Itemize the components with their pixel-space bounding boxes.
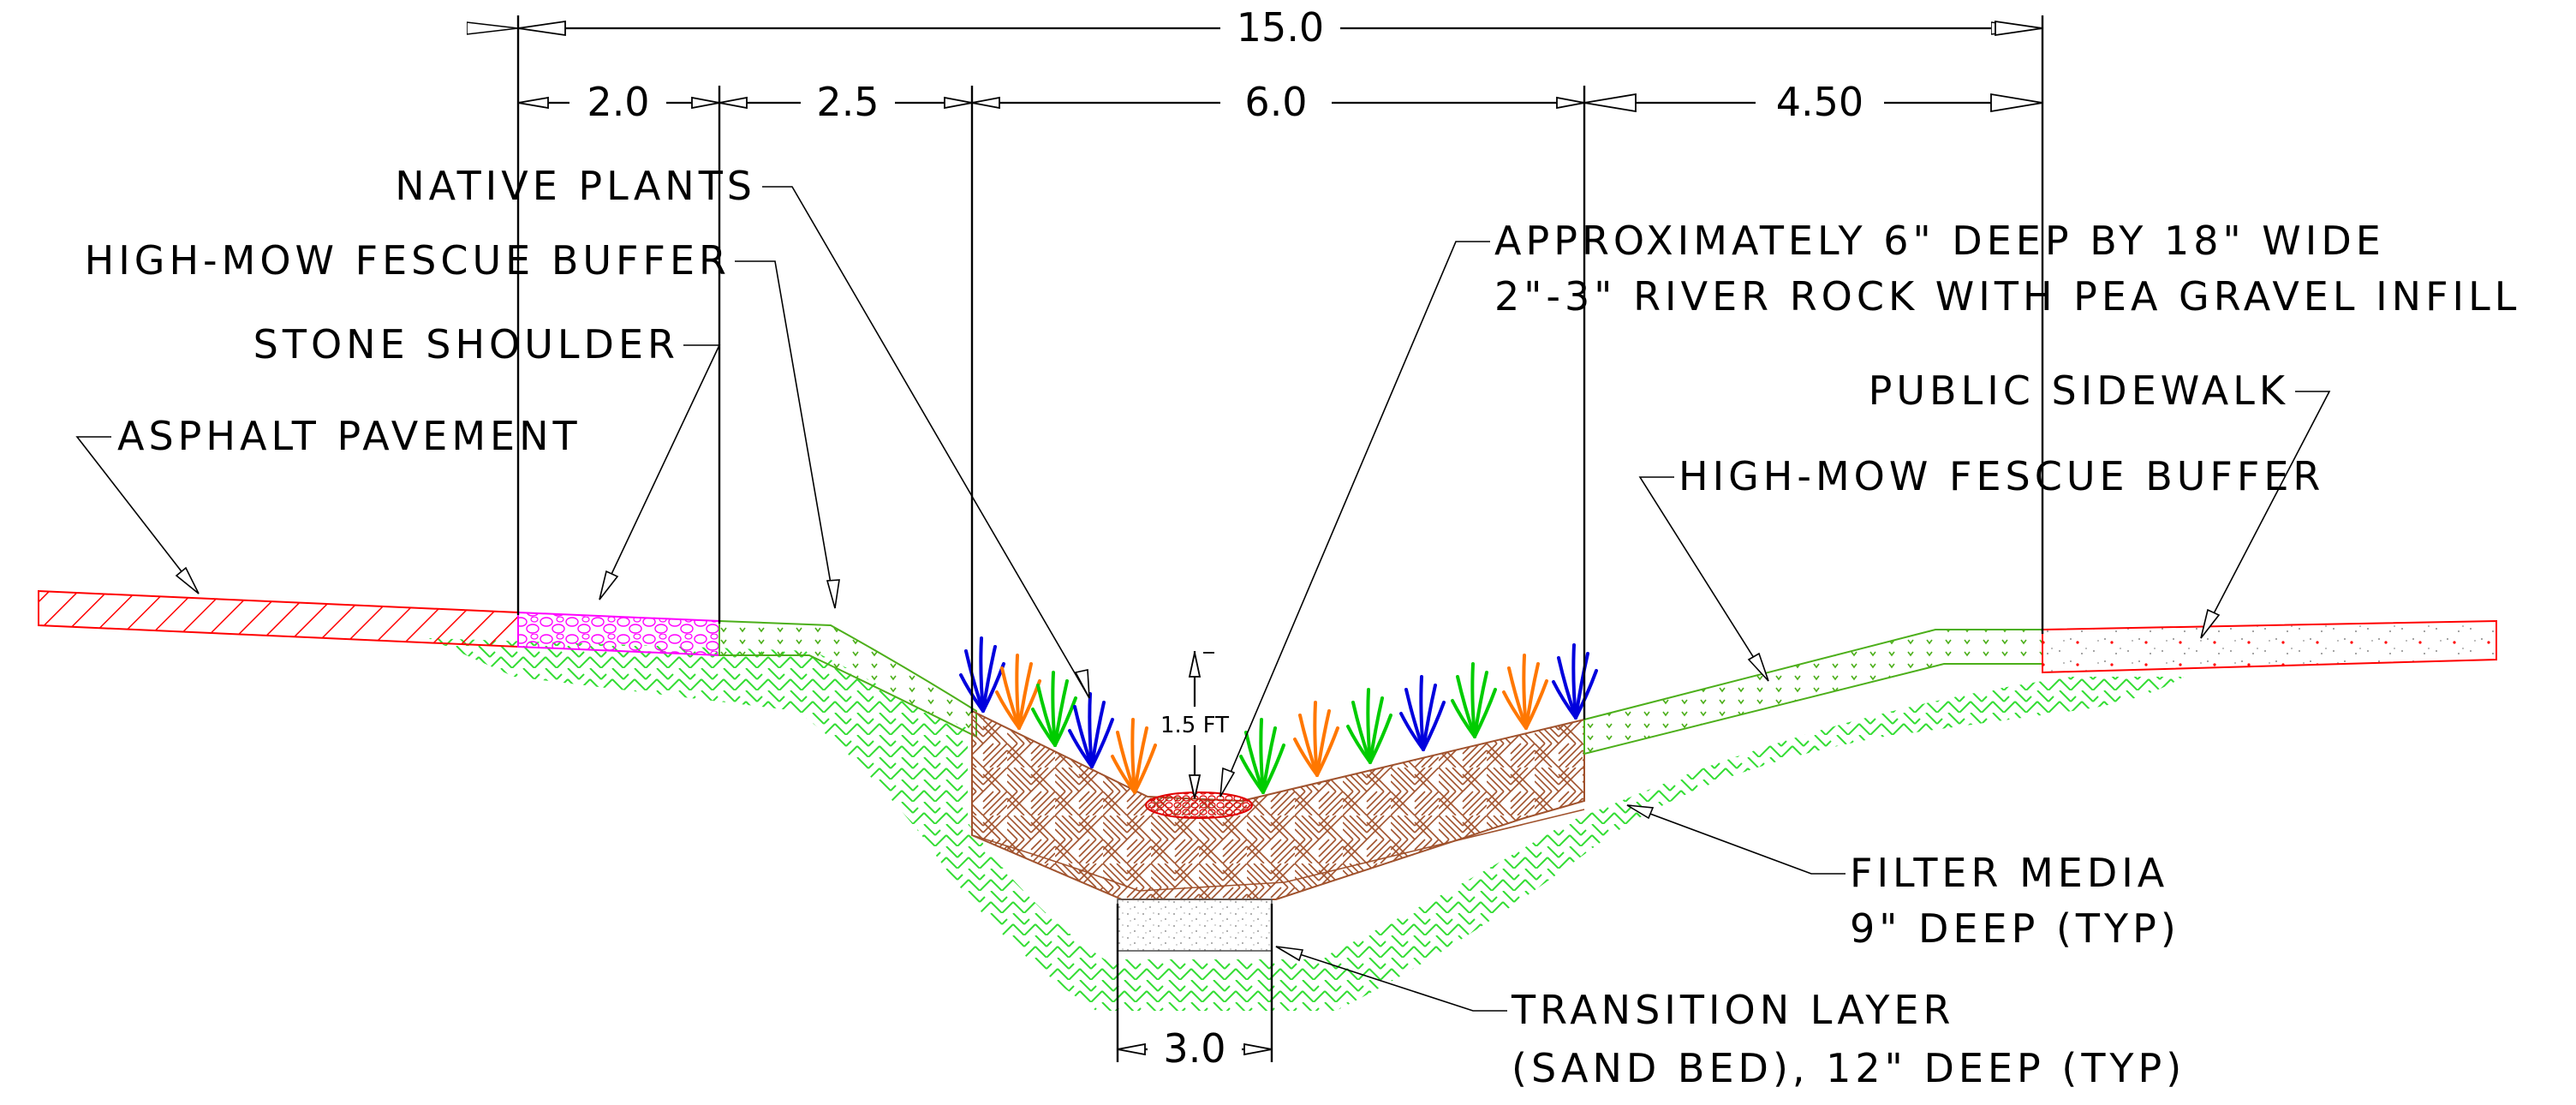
transition-layer-sand-bed (1117, 899, 1273, 952)
native-soil (428, 638, 2184, 1011)
native-plants (959, 636, 1598, 794)
label-river-rock-line2: 2"-3" RIVER ROCK WITH PEA GRAVEL INFILL (1494, 273, 2520, 320)
native-plant-tuft (1111, 718, 1157, 794)
native-plant-tuft (1502, 654, 1548, 730)
label-native-plants: NATIVE PLANTS (395, 163, 756, 209)
native-plant-tuft (1346, 688, 1392, 764)
dim-bioswale: 6.0 (1244, 79, 1307, 125)
extension-lines (516, 15, 2044, 1062)
native-plant-tuft (1399, 675, 1446, 751)
native-plant-tuft (1031, 671, 1077, 747)
river-rock (1145, 791, 1253, 819)
filter-media-inner-line (971, 809, 1585, 892)
dimension-arrowheads (517, 20, 2043, 1056)
public-sidewalk (2042, 619, 2497, 674)
label-river-rock-line1: APPROXIMATELY 6" DEEP BY 18" WIDE (1494, 218, 2385, 264)
native-plant-tuft (1068, 692, 1114, 768)
native-plant-tuft (995, 654, 1041, 730)
native-plant-tuft (1451, 662, 1497, 738)
native-plant-tuft (1552, 643, 1598, 720)
label-filter-media-line2: 9" DEEP (TYP) (1850, 905, 2180, 952)
label-stone-shoulder: STONE SHOULDER (253, 321, 679, 367)
label-transition-line1: TRANSITION LAYER (1511, 987, 1954, 1033)
dim-fescue-buffer: 2.5 (816, 79, 879, 125)
stone-shoulder (517, 611, 720, 657)
dim-overall: 15.0 (1237, 4, 1324, 51)
native-plant-tuft (959, 636, 1005, 713)
native-plant-tuft (1239, 718, 1285, 794)
native-plant-tuft (1293, 701, 1339, 777)
label-transition-line2: (SAND BED), 12" DEEP (TYP) (1512, 1045, 2185, 1091)
label-fescue-buffer-left: HIGH-MOW FESCUE BUFFER (85, 237, 730, 284)
dim-sand-bed: 3.0 (1163, 1025, 1225, 1072)
dim-right-buffer: 4.50 (1776, 79, 1863, 125)
asphalt-pavement (38, 589, 519, 648)
label-filter-media-line1: FILTER MEDIA (1850, 850, 2168, 896)
dim-depth: 1.5 FT (1160, 713, 1229, 738)
label-asphalt-pavement: ASPHALT PAVEMENT (117, 413, 581, 459)
leader-lines (75, 186, 2331, 1012)
label-public-sidewalk: PUBLIC SIDEWALK (1869, 367, 2289, 414)
label-fescue-buffer-right: HIGH-MOW FESCUE BUFFER (1679, 453, 2324, 499)
dim-stone-shoulder: 2.0 (587, 79, 649, 125)
